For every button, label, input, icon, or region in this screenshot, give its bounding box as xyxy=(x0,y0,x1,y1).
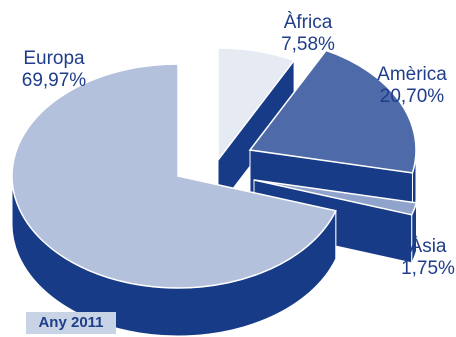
asia-label: Àsia xyxy=(410,236,447,257)
europa-slice xyxy=(11,63,337,289)
asia-value: 1,75% xyxy=(401,258,455,279)
africa-value: 7,58% xyxy=(281,34,335,55)
europa-value: 69,97% xyxy=(22,70,87,91)
africa-label: Àfrica xyxy=(284,12,333,33)
europa-label: Europa xyxy=(23,48,85,69)
america-label: Amèrica xyxy=(377,64,447,85)
africa-slice xyxy=(217,47,296,163)
pie-tops xyxy=(11,47,418,289)
america-value: 20,70% xyxy=(380,86,445,107)
year-badge: Any 2011 xyxy=(26,312,116,334)
asia-slice xyxy=(253,179,418,216)
america-slice xyxy=(248,49,417,174)
